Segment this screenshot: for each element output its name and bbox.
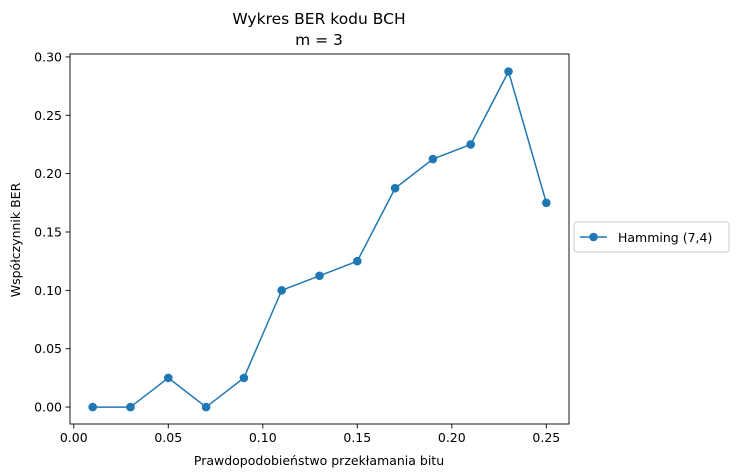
legend-marker [589, 232, 598, 242]
chart-title: Wykres BER kodu BCH [232, 10, 405, 28]
data-point [353, 256, 362, 266]
x-tick-label: 0.25 [532, 430, 560, 445]
data-point [201, 402, 211, 412]
data-point [428, 154, 438, 164]
data-point [88, 402, 97, 412]
plot-frame [69, 53, 570, 425]
y-tick-label: 0.25 [34, 108, 62, 123]
series-line-hamming [92, 70, 548, 408]
x-tick-label: 0.15 [343, 430, 371, 445]
data-point [163, 373, 173, 383]
legend-frame [573, 221, 730, 253]
x-tick-label: 0.20 [438, 430, 466, 445]
data-point [239, 373, 249, 383]
legend-entry-hamming: Hamming (7,4) [618, 230, 712, 245]
data-point [126, 402, 135, 412]
y-axis-ticks: 0.00 0.05 0.10 0.15 0.20 0.25 0.30 [34, 49, 70, 415]
y-tick-label: 0.30 [34, 49, 62, 64]
y-axis-label: Współczynnik BER [8, 182, 23, 297]
plot-area [69, 53, 570, 425]
x-axis-ticks: 0.00 0.05 0.10 0.15 0.20 0.25 [60, 424, 560, 445]
y-tick-label: 0.00 [34, 400, 62, 415]
x-axis-label: Prawdopodobieństwo przekłamania bitu [194, 453, 444, 468]
x-tick-label: 0.00 [60, 430, 88, 445]
y-tick-label: 0.10 [34, 283, 62, 298]
x-tick-label: 0.10 [249, 430, 277, 445]
data-point [277, 286, 286, 295]
data-point [542, 198, 551, 208]
data-point [390, 183, 400, 193]
y-tick-label: 0.15 [34, 224, 62, 239]
x-tick-label: 0.05 [154, 430, 182, 445]
legend: Hamming (7,4) [573, 221, 730, 253]
data-point [466, 140, 476, 149]
y-tick-label: 0.20 [34, 166, 62, 181]
data-point [504, 67, 513, 76]
y-tick-label: 0.05 [34, 341, 62, 356]
chart-subtitle: m = 3 [295, 31, 343, 49]
data-point [315, 271, 324, 281]
